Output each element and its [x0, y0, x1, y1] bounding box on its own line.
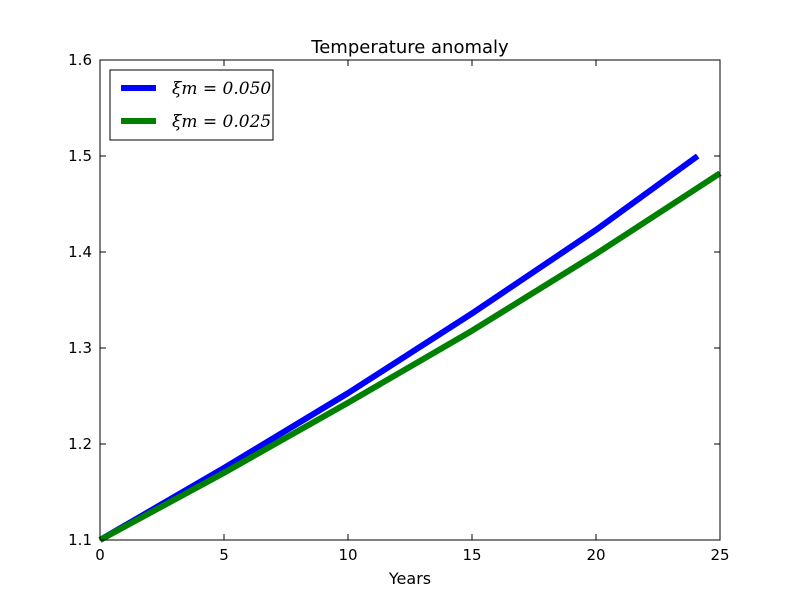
ticks-layer: 0 5 10 15 20 25 1.1 1.2 1.3 1.4 1.5 1.6 — [68, 51, 729, 564]
plot-frame — [99, 59, 721, 541]
y-tick-label: 1.6 — [68, 51, 92, 69]
legend-box — [109, 69, 274, 141]
x-axis-label: Years — [388, 569, 431, 588]
x-tick-label: 15 — [462, 546, 481, 564]
legend: ξm = 0.050 ξm = 0.025 — [109, 69, 274, 141]
chart-title: Temperature anomaly — [310, 37, 509, 58]
series-line-2 — [98, 170, 722, 543]
y-tick-label: 1.2 — [68, 435, 92, 453]
x-tick-label: 0 — [95, 546, 105, 564]
y-tick-label: 1.4 — [68, 243, 92, 261]
series-line-1 — [98, 153, 700, 543]
x-tick-label: 25 — [710, 546, 729, 564]
x-tick-label: 20 — [586, 546, 605, 564]
y-tick-label: 1.3 — [68, 339, 92, 357]
y-tick-label: 1.5 — [68, 147, 92, 165]
y-tick-label: 1.1 — [68, 531, 92, 549]
legend-label-1: ξm = 0.050 — [172, 79, 271, 99]
x-tick-label: 10 — [338, 546, 357, 564]
series-layer — [98, 153, 722, 543]
legend-label-2: ξm = 0.025 — [172, 112, 271, 132]
x-tick-label: 5 — [219, 546, 229, 564]
